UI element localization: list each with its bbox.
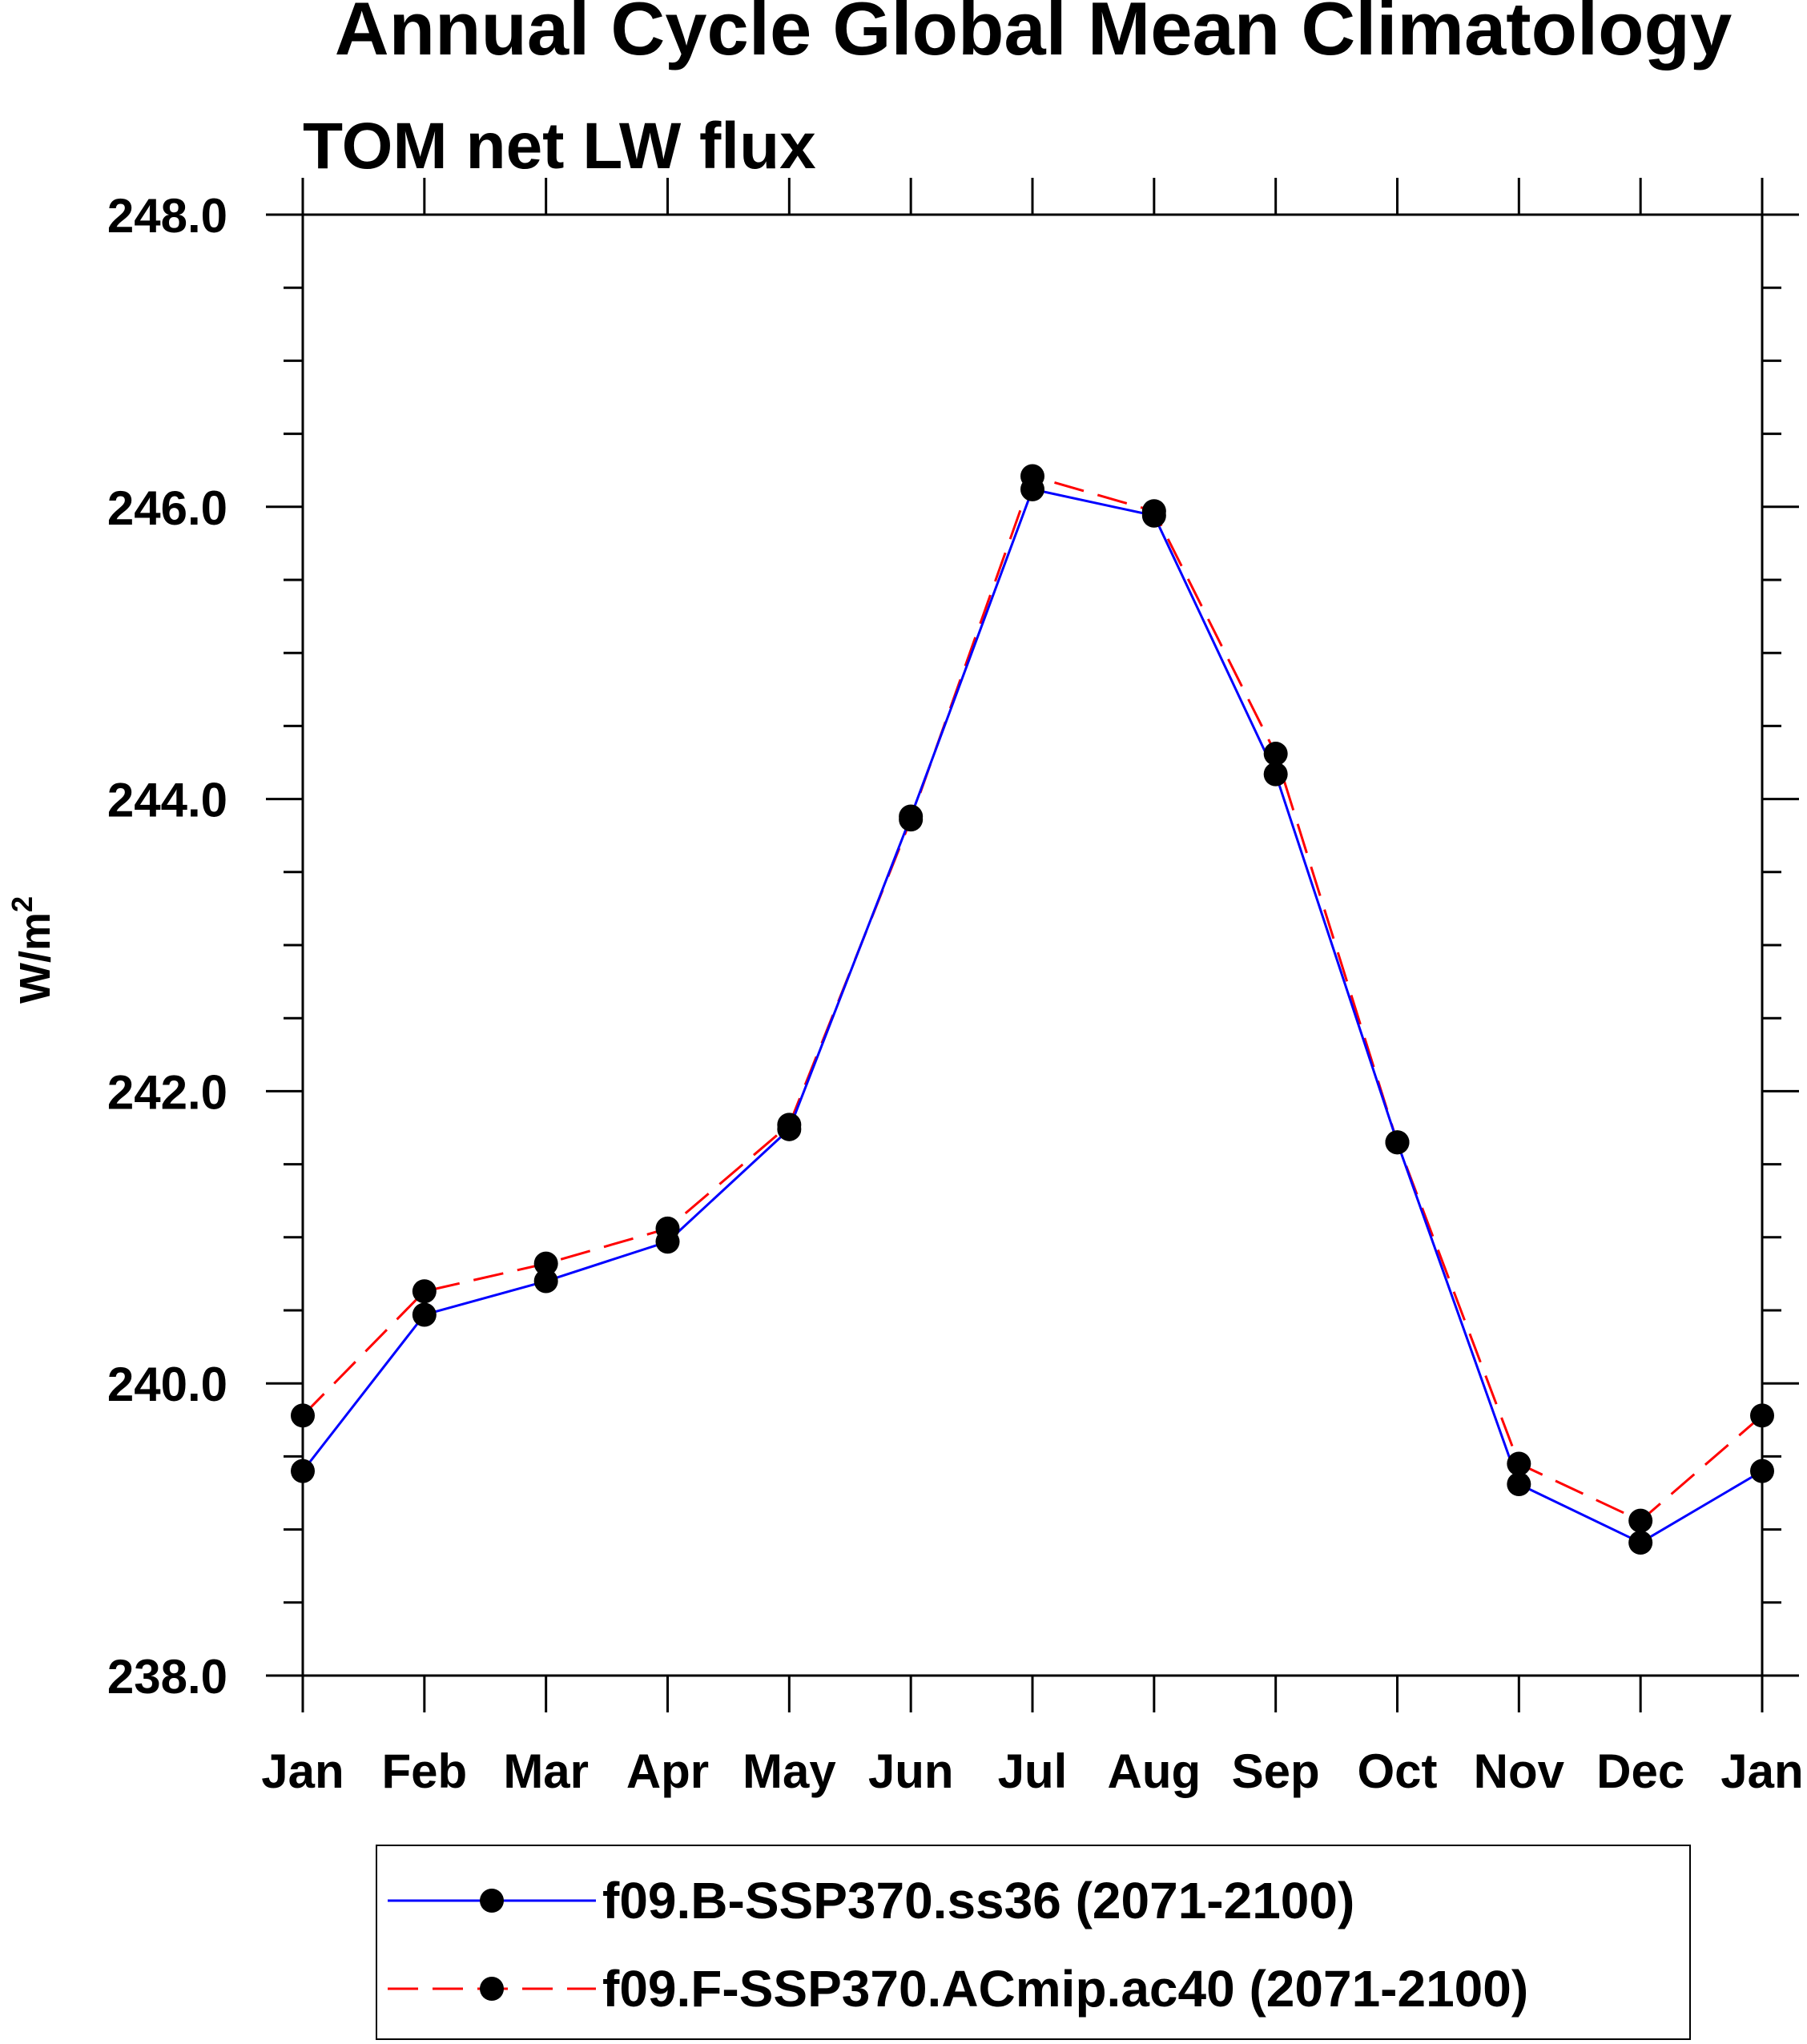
series-line [301, 474, 1763, 1523]
x-tick-label: Oct [1357, 1744, 1437, 1798]
x-tick-label: Jan [1720, 1744, 1803, 1798]
series-line [301, 488, 1763, 1544]
data-point [1628, 1531, 1653, 1555]
svg-text:W/m2: W/m2 [6, 896, 59, 1004]
data-point [533, 1251, 558, 1276]
y-tick-label: 246.0 [107, 481, 227, 535]
y-axis-label: W/m [11, 912, 59, 1004]
x-tick-label: Feb [381, 1744, 467, 1798]
data-point [412, 1279, 437, 1304]
data-series [291, 464, 1774, 1555]
x-tick-label: Aug [1108, 1744, 1201, 1798]
x-tick-label: Jul [998, 1744, 1068, 1798]
y-tick-label: 238.0 [107, 1650, 227, 1704]
x-tick-label: Mar [503, 1744, 589, 1798]
data-point [655, 1216, 680, 1241]
x-tick-labels: Jan Feb Mar Apr May Jun Jul Aug Sep Oct Nov Dec Jan [261, 1744, 1803, 1798]
data-point [1263, 762, 1288, 787]
legend: f09.B-SSP370.ss36 (2071-2100) f09.F-SSP37… [376, 1845, 1691, 2040]
x-tick-label: Nov [1474, 1744, 1565, 1798]
data-point [533, 1269, 558, 1294]
y-tick-label: 244.0 [107, 774, 227, 827]
data-point [1507, 1451, 1531, 1476]
data-point [1507, 1472, 1531, 1497]
axis-ticks [266, 178, 1799, 1712]
x-tick-label: Jun [868, 1744, 954, 1798]
x-tick-label: Apr [626, 1744, 709, 1798]
data-point [899, 807, 924, 832]
y-axis-title: W/m2 [6, 896, 59, 1004]
legend-label: f09.F-SSP370.ACmip.ac40 (2071-2100) [602, 1960, 1528, 2018]
legend-marker [480, 1977, 504, 2001]
x-tick-label: Dec [1596, 1744, 1684, 1798]
x-tick-label: May [743, 1744, 836, 1798]
y-tick-label: 242.0 [107, 1065, 227, 1119]
chart-subtitle: TOM net LW flux [303, 110, 816, 183]
legend-label: f09.B-SSP370.ss36 (2071-2100) [602, 1872, 1354, 1929]
legend-marker [480, 1889, 504, 1913]
x-tick-label: Sep [1232, 1744, 1320, 1798]
y-axis-label-superscript: 2 [6, 896, 38, 912]
legend-box [376, 1845, 1691, 2040]
y-tick-label: 240.0 [107, 1358, 227, 1411]
data-point [777, 1113, 802, 1137]
y-tick-labels: 238.0 240.0 242.0 244.0 246.0 248.0 [107, 189, 227, 1704]
data-point [1385, 1130, 1410, 1155]
data-point [1020, 464, 1044, 489]
x-tick-label: Jan [261, 1744, 344, 1798]
plot-frame [301, 213, 1764, 1677]
data-point [412, 1302, 437, 1327]
data-point [1263, 742, 1288, 766]
data-point [1628, 1508, 1653, 1533]
y-tick-label: 248.0 [107, 189, 227, 243]
chart-title: Annual Cycle Global Mean Climatology [335, 0, 1733, 70]
data-point [1141, 499, 1166, 524]
